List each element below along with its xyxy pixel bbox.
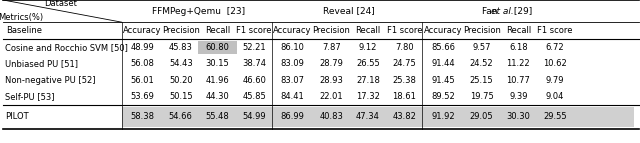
Text: Fan: Fan <box>483 7 500 16</box>
Text: 27.18: 27.18 <box>356 76 380 85</box>
Text: 18.61: 18.61 <box>392 92 417 101</box>
Bar <box>198 41 237 54</box>
Text: 19.75: 19.75 <box>470 92 493 101</box>
Text: F1 score: F1 score <box>537 26 573 35</box>
Text: 45.83: 45.83 <box>169 43 193 52</box>
Text: 48.99: 48.99 <box>130 43 154 52</box>
Text: 83.09: 83.09 <box>280 59 305 68</box>
Text: 41.96: 41.96 <box>205 76 230 85</box>
Text: 9.12: 9.12 <box>359 43 377 52</box>
Text: 22.01: 22.01 <box>319 92 343 101</box>
Text: 9.79: 9.79 <box>546 76 564 85</box>
Text: Accuracy: Accuracy <box>424 26 462 35</box>
Text: 85.66: 85.66 <box>431 43 455 52</box>
Text: 24.75: 24.75 <box>392 59 417 68</box>
Text: 91.45: 91.45 <box>431 76 454 85</box>
Text: Accuracy: Accuracy <box>273 26 312 35</box>
Text: 47.34: 47.34 <box>356 112 380 121</box>
Text: 50.20: 50.20 <box>169 76 193 85</box>
Text: 26.55: 26.55 <box>356 59 380 68</box>
Text: 30.15: 30.15 <box>205 59 230 68</box>
Text: 46.60: 46.60 <box>242 76 266 85</box>
Text: Precision: Precision <box>162 26 200 35</box>
Text: Recall: Recall <box>355 26 381 35</box>
Text: 9.04: 9.04 <box>546 92 564 101</box>
Text: 30.30: 30.30 <box>506 112 531 121</box>
Text: 56.01: 56.01 <box>130 76 154 85</box>
Text: 6.72: 6.72 <box>545 43 564 52</box>
Text: 91.92: 91.92 <box>431 112 454 121</box>
Text: F1 score: F1 score <box>387 26 422 35</box>
Text: 11.22: 11.22 <box>507 59 530 68</box>
Text: 40.83: 40.83 <box>319 112 343 121</box>
Text: 58.38: 58.38 <box>130 112 154 121</box>
Text: 10.62: 10.62 <box>543 59 567 68</box>
Text: 25.38: 25.38 <box>392 76 417 85</box>
Text: 86.10: 86.10 <box>280 43 305 52</box>
Text: Baseline: Baseline <box>6 26 42 35</box>
Text: 6.18: 6.18 <box>509 43 528 52</box>
Text: [29]: [29] <box>511 7 532 16</box>
Text: 45.85: 45.85 <box>242 92 266 101</box>
Text: 53.69: 53.69 <box>130 92 154 101</box>
Text: 10.77: 10.77 <box>506 76 531 85</box>
Text: PILOT: PILOT <box>5 112 29 121</box>
Text: 54.43: 54.43 <box>169 59 193 68</box>
Text: 54.99: 54.99 <box>243 112 266 121</box>
Text: 28.79: 28.79 <box>319 59 343 68</box>
Text: 25.15: 25.15 <box>470 76 493 85</box>
Text: 28.93: 28.93 <box>319 76 343 85</box>
Text: 91.44: 91.44 <box>431 59 454 68</box>
Text: Reveal [24]: Reveal [24] <box>323 7 375 16</box>
Text: 17.32: 17.32 <box>356 92 380 101</box>
Text: Metrics(%): Metrics(%) <box>0 13 44 22</box>
Text: 54.66: 54.66 <box>169 112 193 121</box>
Text: 83.07: 83.07 <box>280 76 305 85</box>
Text: 52.21: 52.21 <box>243 43 266 52</box>
Text: Recall: Recall <box>205 26 230 35</box>
Text: 55.48: 55.48 <box>205 112 230 121</box>
Text: Cosine and Rocchio SVM [50]: Cosine and Rocchio SVM [50] <box>5 43 128 52</box>
Text: Accuracy: Accuracy <box>123 26 161 35</box>
Text: 29.05: 29.05 <box>470 112 493 121</box>
Text: 38.74: 38.74 <box>242 59 266 68</box>
Text: Dataset: Dataset <box>44 0 77 8</box>
Text: et al.: et al. <box>492 7 514 16</box>
Text: Precision: Precision <box>312 26 350 35</box>
Text: 24.52: 24.52 <box>470 59 493 68</box>
Text: 60.80: 60.80 <box>205 43 230 52</box>
Text: Unbiased PU [51]: Unbiased PU [51] <box>5 59 78 68</box>
Text: FFMPeg+Qemu  [23]: FFMPeg+Qemu [23] <box>152 7 245 16</box>
Bar <box>122 107 634 127</box>
Text: 9.57: 9.57 <box>472 43 491 52</box>
Text: 7.87: 7.87 <box>322 43 340 52</box>
Text: 7.80: 7.80 <box>395 43 414 52</box>
Text: 9.39: 9.39 <box>509 92 527 101</box>
Text: 56.08: 56.08 <box>130 59 154 68</box>
Text: Precision: Precision <box>463 26 500 35</box>
Text: 86.99: 86.99 <box>280 112 305 121</box>
Text: Recall: Recall <box>506 26 531 35</box>
Text: 89.52: 89.52 <box>431 92 455 101</box>
Text: 44.30: 44.30 <box>205 92 230 101</box>
Text: 29.55: 29.55 <box>543 112 566 121</box>
Text: 43.82: 43.82 <box>392 112 417 121</box>
Text: Non-negative PU [52]: Non-negative PU [52] <box>5 76 95 85</box>
Text: 84.41: 84.41 <box>280 92 305 101</box>
Text: 50.15: 50.15 <box>169 92 193 101</box>
Text: Self-PU [53]: Self-PU [53] <box>5 92 54 101</box>
Text: F1 score: F1 score <box>236 26 272 35</box>
